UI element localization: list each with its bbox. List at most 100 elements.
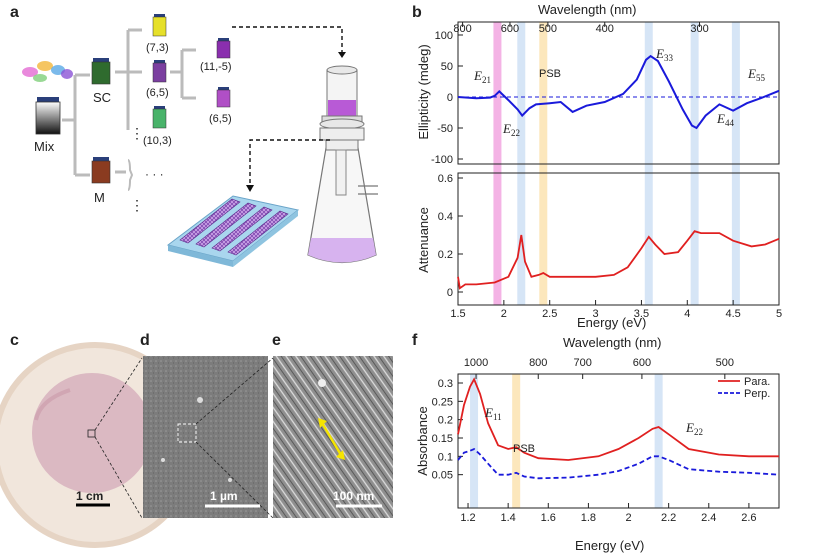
panel-label-c: c <box>10 332 19 349</box>
abs-x-tick-label: 1.8 <box>581 512 596 524</box>
abs-top-tick-label: 1000 <box>464 357 488 369</box>
panel-e-sem: 100 nm <box>273 356 393 518</box>
legend-para-label: Para. <box>744 376 770 388</box>
tube-7-3-icon <box>152 14 167 37</box>
sub-product-6-5b: (6,5) <box>209 113 232 125</box>
cd-top-tick-label: 800 <box>453 23 471 35</box>
att-x-tick-label: 4.5 <box>725 308 740 320</box>
att-x-tick-label: 4 <box>684 308 690 320</box>
abs-x-tick-label: 2.6 <box>741 512 756 524</box>
mix-label: Mix <box>34 139 55 154</box>
scale-label-c: 1 cm <box>76 489 103 503</box>
annot-psb: PSB <box>539 68 561 80</box>
att-x-tick-label: 3.5 <box>634 308 649 320</box>
annot-psb-f: PSB <box>513 443 535 455</box>
abs-x-tick-label: 1.4 <box>501 512 516 524</box>
panel-f-absorbance-chart: Wavelength (nm) 1000 800 700 600 500 0.3 0.25… <box>415 335 780 553</box>
abs-y-tick-label: 0.05 <box>432 470 453 482</box>
abs-y-tick-label: 0.2 <box>438 415 453 427</box>
cd-y-tick-label: -100 <box>431 154 453 166</box>
cd-series-line <box>457 54 780 130</box>
product-7-3: (7,3) <box>146 42 169 54</box>
filtration-flask-icon <box>307 65 378 264</box>
annot-e55: E55 <box>747 66 765 83</box>
absorbance-plot-frame <box>457 373 780 509</box>
abs-x-tick-label: 1.6 <box>541 512 556 524</box>
tube-11-m5-icon <box>216 38 231 59</box>
m-label: M <box>94 190 105 205</box>
panel-label-e: e <box>272 332 281 349</box>
abs-x-tick-label: 2 <box>625 512 631 524</box>
scale-label-d: 1 µm <box>210 489 238 503</box>
cd-top-tick-label: 500 <box>539 23 557 35</box>
tube-6-5b-icon <box>216 87 231 108</box>
product-6-5: (6,5) <box>146 87 169 99</box>
cd-top-tick-label: 600 <box>501 23 519 35</box>
att-y-tick-label: 0 <box>447 287 453 299</box>
panel-label-f: f <box>412 332 418 349</box>
sc-tube-icon <box>91 58 111 85</box>
dots-vertical-m: ⋮ <box>130 197 144 213</box>
attenuance-x-label: Energy (eV) <box>577 315 646 330</box>
att-x-tick-label: 1.5 <box>450 308 465 320</box>
panel-b-cd-chart: Wavelength (nm) 800 600 500 400 300 100500-5… <box>416 2 780 306</box>
cd-top-ticks: 800 600 500 400 300 <box>453 22 709 35</box>
att-x-tick-label: 5 <box>776 308 782 320</box>
absorbance-x-ticks: 1.2 1.4 1.6 1.8 2 2.2 2.4 2.6 <box>460 503 757 524</box>
cd-y-tick-label: 50 <box>441 61 453 73</box>
dots-vertical: ⋮ <box>130 125 144 141</box>
cd-plot-frame <box>457 21 780 165</box>
highlight-bands-f <box>470 374 663 508</box>
att-y-tick-label: 0.4 <box>438 211 453 223</box>
abs-x-tick-label: 2.4 <box>701 512 716 524</box>
panel-label-b: b <box>412 4 422 21</box>
absorbance-y-ticks: 0.3 0.25 0.2 0.15 0.1 0.05 <box>432 378 463 482</box>
att-x-tick-label: 3 <box>593 308 599 320</box>
annot-e11: E11 <box>484 405 502 422</box>
abs-top-tick-label: 600 <box>633 357 651 369</box>
perp-series-line <box>457 447 780 480</box>
sub-product-11-m5: (11,-5) <box>200 61 232 73</box>
legend-perp-label: Perp. <box>744 388 770 400</box>
attenuance-series-line <box>457 230 780 290</box>
cd-y-tick-label: 0 <box>447 92 453 104</box>
band-f-1 <box>512 374 521 508</box>
abs-x-tick-label: 1.2 <box>460 512 475 524</box>
absorbance-x-label: Energy (eV) <box>575 538 644 553</box>
annot-e33: E33 <box>655 46 673 63</box>
tube-6-5-icon <box>152 60 167 83</box>
annot-e21: E21 <box>473 68 491 85</box>
product-10-3: (10,3) <box>143 135 172 147</box>
band-f-2 <box>654 374 663 508</box>
panel-a-schematic: Mix SC M ⋮ · · · ⋮ (7,3) ( <box>22 14 378 267</box>
sc-label: SC <box>93 90 111 105</box>
att-y-tick-label: 0.6 <box>438 173 453 185</box>
abs-y-tick-label: 0.25 <box>432 396 453 408</box>
panel-label-a: a <box>10 4 19 21</box>
scale-label-e: 100 nm <box>333 489 374 503</box>
cd-top-axis-label: Wavelength (nm) <box>538 2 637 17</box>
att-y-tick-label: 0.2 <box>438 249 453 261</box>
aligned-film-substrate-icon <box>166 195 300 267</box>
attenuance-y-ticks: 0.6 0.4 0.2 0 <box>438 173 463 299</box>
att-x-tick-label: 2 <box>501 308 507 320</box>
tube-10-3-icon <box>152 106 167 129</box>
cd-y-tick-label: 100 <box>435 30 453 42</box>
cd-y-tick-label: -50 <box>437 123 453 135</box>
annot-e44: E44 <box>716 111 734 128</box>
panel-b-attenuance-chart: 0.6 0.4 0.2 0 1.5 2 2.5 3 3.5 4 4.5 5 Attenuance E… <box>416 173 782 330</box>
annot-e22-f: E22 <box>685 420 703 437</box>
absorbance-top-ticks: 1000 800 700 600 500 <box>464 357 734 379</box>
chirality-icons <box>22 61 73 82</box>
mix-tube-icon <box>35 97 61 135</box>
abs-y-tick-label: 0.1 <box>438 451 453 463</box>
alignment-arrow-icon <box>320 422 343 456</box>
cd-top-tick-label: 400 <box>596 23 614 35</box>
legend: Para. Perp. <box>718 376 770 400</box>
dots-horizontal: · · · <box>145 167 164 181</box>
annot-e22: E22 <box>502 121 520 138</box>
m-tube-icon <box>91 157 111 184</box>
cd-y-label: Ellipticity (mdeg) <box>416 44 431 139</box>
abs-top-tick-label: 700 <box>573 357 591 369</box>
